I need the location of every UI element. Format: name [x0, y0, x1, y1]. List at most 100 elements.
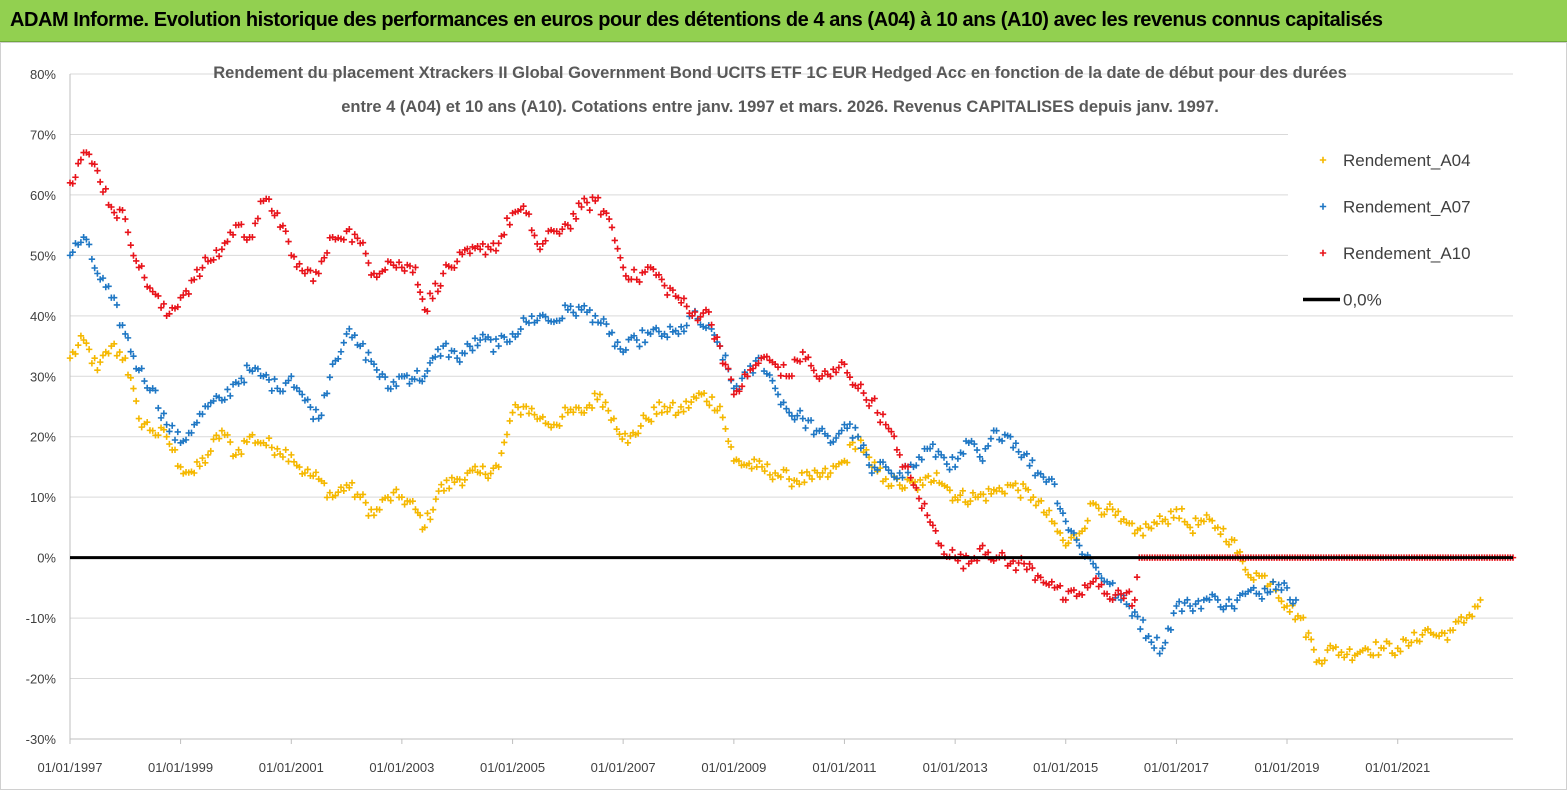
data-point — [976, 453, 984, 461]
data-point — [1402, 637, 1410, 644]
data-point — [105, 350, 112, 357]
data-point — [193, 419, 201, 426]
data-point — [624, 439, 632, 446]
data-point — [1463, 614, 1470, 622]
data-point — [506, 338, 513, 345]
data-point — [1195, 521, 1202, 528]
data-point — [298, 470, 306, 478]
legend-item: 0,0% — [1303, 291, 1382, 310]
data-point — [459, 482, 466, 489]
data-point — [575, 303, 582, 311]
data-point — [265, 376, 273, 384]
data-point — [617, 254, 624, 261]
data-point — [285, 458, 292, 465]
data-point — [567, 225, 574, 232]
data-point — [561, 302, 569, 309]
data-point — [240, 379, 248, 386]
data-point — [675, 330, 682, 338]
data-point — [1112, 591, 1119, 599]
data-point — [888, 470, 895, 477]
data-point — [1126, 588, 1133, 595]
data-point — [630, 332, 638, 339]
data-point — [474, 243, 481, 250]
data-point — [1026, 462, 1033, 469]
data-point — [940, 454, 948, 461]
data-point — [935, 540, 942, 547]
data-point — [736, 388, 743, 395]
data-point — [432, 353, 439, 361]
data-point — [1278, 598, 1285, 605]
data-point — [1029, 564, 1036, 572]
report-title: ADAM Informe. Evolution historique des p… — [10, 9, 1383, 31]
data-point — [110, 340, 118, 348]
data-point — [680, 328, 688, 335]
data-point — [611, 343, 618, 350]
data-point — [1142, 520, 1150, 528]
data-point — [335, 355, 342, 363]
data-point — [1211, 524, 1219, 532]
data-point — [509, 409, 516, 416]
data-point — [677, 403, 685, 411]
data-point — [99, 274, 107, 282]
data-point — [122, 215, 129, 223]
data-point — [841, 421, 848, 428]
data-point — [967, 497, 974, 505]
data-point — [461, 350, 469, 357]
data-point — [1109, 596, 1116, 604]
data-point — [1197, 605, 1205, 612]
data-point — [340, 236, 347, 243]
data-point — [1026, 560, 1033, 568]
data-point — [1338, 649, 1345, 656]
data-point — [1162, 639, 1169, 646]
data-point — [680, 408, 687, 415]
data-point — [1045, 476, 1053, 483]
data-point — [824, 432, 831, 440]
data-point — [700, 323, 707, 330]
data-point — [1349, 657, 1356, 664]
data-point — [949, 546, 956, 554]
data-point — [495, 342, 502, 350]
data-point — [1225, 596, 1233, 603]
data-point — [309, 277, 317, 285]
data-point — [677, 299, 685, 306]
data-point — [409, 497, 416, 505]
data-point — [658, 276, 665, 283]
data-point — [406, 262, 414, 270]
data-point — [694, 317, 701, 324]
data-point — [616, 431, 623, 438]
data-point — [990, 486, 998, 494]
data-point — [479, 463, 487, 470]
data-point — [501, 439, 508, 446]
data-point — [346, 484, 353, 491]
data-point — [929, 522, 937, 529]
data-point — [279, 222, 287, 229]
data-point — [517, 325, 524, 333]
data-point — [143, 419, 151, 426]
data-point — [581, 302, 588, 310]
data-point — [210, 256, 217, 264]
data-point — [202, 254, 209, 261]
data-point — [254, 215, 262, 222]
data-point — [1283, 584, 1291, 592]
data-point — [1310, 646, 1318, 653]
data-point — [819, 469, 826, 477]
chart-title: Rendement du placement Xtrackers II Glob… — [213, 64, 1347, 82]
data-point — [528, 405, 535, 412]
data-point — [1150, 644, 1158, 652]
data-point — [1115, 508, 1122, 515]
data-point — [725, 438, 732, 445]
data-point — [531, 411, 538, 418]
data-point — [1098, 574, 1105, 582]
data-point — [348, 479, 356, 486]
data-point — [91, 264, 98, 272]
y-tick-label: 50% — [30, 248, 56, 263]
data-point — [1017, 494, 1024, 501]
data-point — [119, 356, 126, 364]
data-point — [700, 309, 707, 317]
data-point — [337, 484, 345, 491]
data-point — [85, 346, 93, 353]
x-tick-label: 01/01/2021 — [1365, 760, 1430, 775]
data-point — [652, 324, 660, 332]
data-point — [803, 468, 811, 476]
data-point — [528, 227, 535, 234]
